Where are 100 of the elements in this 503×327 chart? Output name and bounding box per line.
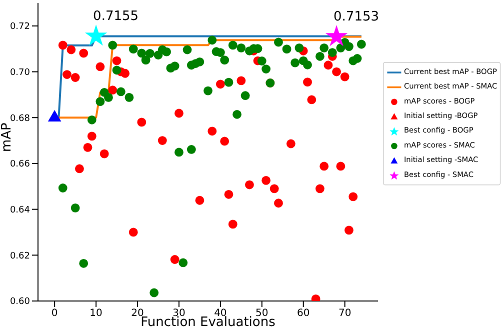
y-tick-label: 0.70 xyxy=(10,68,30,78)
point xyxy=(216,80,225,89)
point xyxy=(137,48,146,58)
point xyxy=(79,258,88,268)
point xyxy=(124,93,134,102)
point xyxy=(328,48,337,57)
point xyxy=(87,132,96,141)
point xyxy=(348,192,358,202)
point xyxy=(307,95,316,104)
point xyxy=(332,67,341,76)
point xyxy=(108,40,118,50)
y-tick-label: 0.60 xyxy=(10,297,30,308)
point xyxy=(87,115,96,124)
point xyxy=(83,142,92,152)
point xyxy=(174,108,184,118)
point xyxy=(58,40,68,50)
point xyxy=(316,184,324,194)
point xyxy=(158,136,167,145)
point xyxy=(150,288,159,298)
point xyxy=(257,56,266,66)
x-tick-label: 0 xyxy=(51,308,58,320)
point xyxy=(224,190,234,199)
point xyxy=(303,60,312,70)
point xyxy=(344,42,354,51)
point xyxy=(178,258,188,268)
point xyxy=(75,164,84,174)
point xyxy=(228,220,238,229)
point xyxy=(245,180,254,190)
point xyxy=(316,52,324,61)
point xyxy=(141,56,150,65)
point xyxy=(174,148,184,157)
point xyxy=(290,58,300,68)
point xyxy=(84,24,108,46)
point xyxy=(220,56,230,65)
point xyxy=(224,78,234,87)
point xyxy=(220,136,230,146)
point xyxy=(66,45,76,54)
x-tick-label: 10 xyxy=(90,308,102,320)
x-tick-label: 70 xyxy=(338,308,352,320)
x-tick-label: 60 xyxy=(297,308,310,320)
point xyxy=(96,97,105,106)
point xyxy=(195,57,204,66)
point xyxy=(228,40,238,50)
point xyxy=(274,38,283,47)
point xyxy=(100,149,109,158)
point xyxy=(352,54,362,63)
point xyxy=(282,44,292,54)
point xyxy=(236,76,246,86)
point xyxy=(128,44,138,54)
point xyxy=(270,184,279,194)
point xyxy=(146,48,154,58)
point xyxy=(58,184,68,192)
annotation: 0.7155 xyxy=(93,9,139,24)
point xyxy=(204,86,212,96)
point xyxy=(324,60,333,70)
y-tick-label: 0.64 xyxy=(10,206,30,216)
point xyxy=(344,226,354,235)
point xyxy=(186,145,196,154)
x-tick-label: 50 xyxy=(256,308,268,320)
point xyxy=(262,176,270,185)
point xyxy=(336,162,346,171)
point xyxy=(108,86,118,95)
point xyxy=(170,62,180,70)
point xyxy=(356,40,366,49)
y-axis-title: mAP xyxy=(0,122,15,152)
point xyxy=(325,25,348,46)
point xyxy=(162,47,171,56)
point xyxy=(303,78,312,87)
point xyxy=(112,66,122,75)
point xyxy=(120,68,130,78)
point xyxy=(170,255,180,264)
point xyxy=(137,118,146,127)
point xyxy=(104,93,113,102)
point xyxy=(96,62,105,72)
annotation: 0.7153 xyxy=(334,10,380,25)
point xyxy=(128,228,138,237)
point xyxy=(112,56,122,66)
point xyxy=(182,45,192,54)
point xyxy=(274,198,283,208)
point xyxy=(320,162,329,171)
y-tick-label: 0.62 xyxy=(10,251,30,262)
point xyxy=(240,91,250,100)
point xyxy=(116,87,126,96)
point xyxy=(286,139,296,148)
point xyxy=(262,64,270,74)
point xyxy=(208,36,217,45)
point xyxy=(79,48,88,58)
point xyxy=(70,203,80,212)
point xyxy=(320,43,329,52)
point xyxy=(294,43,304,52)
y-tick-label: 0.68 xyxy=(10,114,30,124)
point xyxy=(232,110,242,119)
y-tick-label: 0.72 xyxy=(10,22,30,32)
point xyxy=(195,196,204,205)
point xyxy=(208,126,217,136)
y-tick-label: 0.66 xyxy=(10,160,30,170)
point xyxy=(70,73,80,82)
point xyxy=(236,43,246,52)
point xyxy=(340,72,350,82)
point xyxy=(62,70,72,79)
